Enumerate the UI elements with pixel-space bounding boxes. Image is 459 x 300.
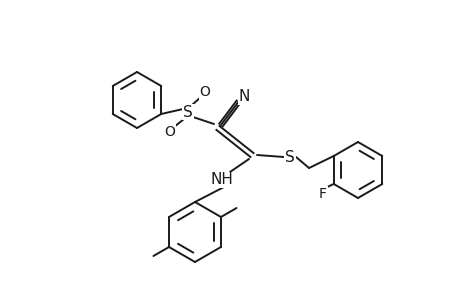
Text: NH: NH [210,172,233,188]
Text: O: O [164,125,175,139]
Text: S: S [285,149,294,164]
Text: N: N [238,89,250,104]
Text: S: S [183,104,192,119]
Text: F: F [318,187,326,201]
Text: O: O [199,85,210,99]
